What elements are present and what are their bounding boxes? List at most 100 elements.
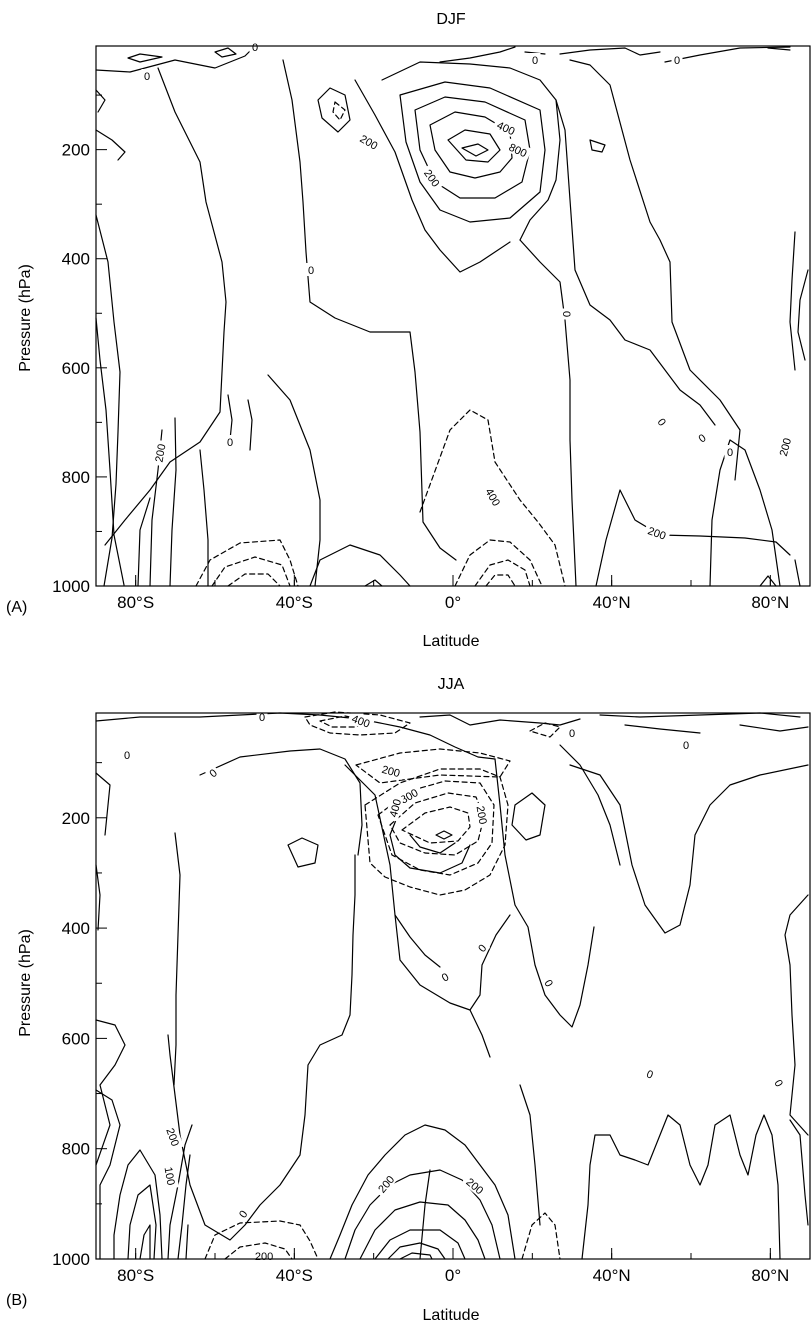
x-tick-label: 80°S xyxy=(117,1266,154,1285)
contour-line xyxy=(185,1224,189,1260)
contour-label-mask xyxy=(204,764,222,782)
contour-label-group: 0 xyxy=(529,53,541,67)
contour-line xyxy=(95,89,106,113)
contour-label-group: 0 xyxy=(141,69,153,83)
contour-line xyxy=(95,772,111,836)
contour-line xyxy=(364,579,383,587)
contour-label-group: 0 xyxy=(771,1074,788,1091)
contour-line xyxy=(199,449,209,587)
contour-label: 0 xyxy=(308,265,314,277)
x-tick-label: 80°N xyxy=(751,1266,789,1285)
contour-label-group: 200 xyxy=(473,801,492,829)
contour-label-mask xyxy=(541,974,558,991)
contour-line xyxy=(137,497,151,587)
contour-label: 200 xyxy=(778,437,794,458)
contour-label-group: 200 xyxy=(251,1249,277,1263)
contour-line xyxy=(389,814,471,874)
contour-label: 0 xyxy=(655,417,668,429)
contour-label-group: 0 xyxy=(724,445,736,459)
x-tick-label: 40°S xyxy=(276,1266,313,1285)
contour-label-mask xyxy=(234,1205,252,1222)
contour-label-group: 200 xyxy=(775,433,795,461)
contour-line xyxy=(204,1220,319,1260)
contour-line xyxy=(419,1169,431,1260)
contour-line xyxy=(139,1224,151,1260)
x-tick-label: 80°S xyxy=(117,593,154,612)
contour-label-mask xyxy=(771,1074,788,1091)
contour-label: 200 xyxy=(380,764,401,780)
contour-line xyxy=(95,45,256,73)
contour-label-mask xyxy=(724,445,736,458)
contour-label-group: 200 xyxy=(355,129,384,154)
y-axis-label: Pressure (hPa) xyxy=(17,929,34,1037)
contour-line xyxy=(559,744,621,866)
contour-label-mask xyxy=(529,53,541,66)
contour-label-mask xyxy=(642,1065,658,1082)
chart-title: DJF xyxy=(436,11,466,28)
contour-line xyxy=(559,47,661,56)
contour-label-group: 0 xyxy=(680,738,692,752)
contour-line xyxy=(224,1242,293,1260)
axes: 80°S 40°S 0° 40°N 80°N 200 400 600 800 1000 xyxy=(52,94,789,612)
contour-line xyxy=(287,837,319,868)
y-tick-label: 1000 xyxy=(52,1250,90,1269)
contour-line xyxy=(494,758,595,1028)
contour-label-group: 200 xyxy=(461,1172,490,1199)
panel-b: JJA Pressure (hPa) Latitude (B) xyxy=(0,665,812,1331)
contour-line xyxy=(555,99,716,426)
contour-line xyxy=(461,143,489,157)
contour-label-group: 100 xyxy=(161,1162,180,1190)
x-tick-label: 0° xyxy=(445,1266,461,1285)
chart-title: JJA xyxy=(438,676,465,693)
contour-line xyxy=(759,575,777,587)
contour-label-group: 0 xyxy=(566,726,578,740)
contour-label-group: 0 xyxy=(693,429,710,447)
contour-line xyxy=(95,129,126,161)
panel-label: (B) xyxy=(6,1292,27,1309)
contour-label-mask xyxy=(473,801,492,829)
contour-label-group: 200 xyxy=(150,439,168,467)
contour-label-group: 0 xyxy=(653,413,671,430)
contour-label-group: 0 xyxy=(671,53,683,67)
contour-label-mask xyxy=(256,710,268,723)
contour-line xyxy=(454,539,543,587)
contour-label-group: 0 xyxy=(121,748,133,762)
contour-label-mask xyxy=(355,129,384,154)
contour-line xyxy=(214,47,237,58)
contour-label: 200 xyxy=(255,1251,273,1263)
contour-label-mask xyxy=(693,429,710,447)
contour-line xyxy=(521,1212,561,1260)
contour-line xyxy=(419,714,581,726)
contour-line xyxy=(599,712,801,718)
contour-label-mask xyxy=(775,433,795,461)
contour-lines xyxy=(95,45,809,587)
contour-line xyxy=(709,439,781,587)
contour-label-mask xyxy=(161,1162,180,1190)
contour-line xyxy=(797,269,809,361)
y-tick-label: 1000 xyxy=(52,577,90,596)
contour-label: 0 xyxy=(252,42,258,54)
contour-label: 0 xyxy=(560,311,572,317)
contour-label-mask xyxy=(653,413,671,430)
contour-label-mask xyxy=(561,308,574,320)
contour-label-mask xyxy=(163,1122,184,1151)
contour-label-mask xyxy=(347,710,376,731)
contour-line xyxy=(377,780,495,876)
contour-label: 0 xyxy=(541,978,554,989)
contour-label-mask xyxy=(461,1172,490,1199)
contour-line xyxy=(519,239,577,587)
contour-line xyxy=(409,834,456,854)
y-axis-label: Pressure (hPa) xyxy=(17,264,34,372)
contour-line xyxy=(267,374,321,587)
contour-label-group: 400 xyxy=(492,116,521,139)
contour-line xyxy=(589,139,606,153)
contour-line xyxy=(767,47,791,51)
contour-line xyxy=(167,854,356,1241)
contour-label-mask xyxy=(419,163,445,192)
contour-label: 100 xyxy=(162,1166,177,1186)
contour-line xyxy=(435,830,453,840)
contour-line xyxy=(399,81,546,223)
contour-label-group: 400 xyxy=(347,710,376,731)
contour-line xyxy=(173,832,181,1086)
contour-line xyxy=(519,1084,541,1226)
